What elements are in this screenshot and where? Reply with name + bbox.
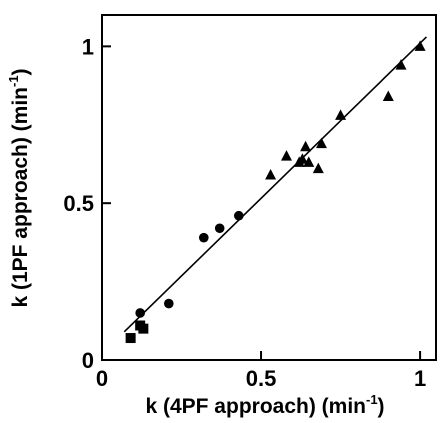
circle-marker-3 xyxy=(214,223,225,234)
y-axis-title-exponent: -1 xyxy=(6,75,21,87)
triangle-marker-6 xyxy=(312,162,324,174)
circle-marker-2 xyxy=(198,232,209,243)
x-axis-title-main: k (4PF approach) (min xyxy=(145,395,366,418)
y-tick-label-2: 1 xyxy=(82,34,94,59)
y-tick-label-0: 0 xyxy=(82,348,94,373)
triangle-marker-4 xyxy=(300,140,312,152)
triangle-marker-11 xyxy=(414,40,426,51)
fit-line xyxy=(123,36,428,333)
y-axis-title-main: k (1PF approach) (min xyxy=(9,87,32,308)
triangle-marker-3 xyxy=(296,153,308,164)
square-marker-2 xyxy=(138,323,149,334)
triangle-marker-5 xyxy=(303,156,315,167)
x-tick-label-0: 0 xyxy=(96,366,108,391)
tick-layer: 0 0.5 1 0 0.5 1 xyxy=(63,34,426,391)
x-tick-label-1: 0.5 xyxy=(246,366,277,391)
triangle-marker-1 xyxy=(280,150,292,161)
triangle-marker-10 xyxy=(395,59,407,70)
y-axis-title: k (1PF approach) (min-1) xyxy=(6,68,32,307)
y-axis-title-close: ) xyxy=(9,68,32,75)
x-axis-title-exponent: -1 xyxy=(366,392,378,407)
x-axis-title-close: ) xyxy=(378,395,385,418)
plot-frame xyxy=(101,14,437,361)
circle-marker-1 xyxy=(164,298,174,309)
triangle-marker-9 xyxy=(382,90,394,102)
marker-layer xyxy=(125,40,426,344)
y-tick-label-1: 0.5 xyxy=(63,191,94,216)
triangle-marker-8 xyxy=(335,109,347,120)
triangle-marker-0 xyxy=(265,168,277,180)
fit-line-layer xyxy=(123,36,428,333)
x-tick-label-2: 1 xyxy=(414,366,426,391)
triangle-marker-7 xyxy=(315,137,327,149)
circle-marker-4 xyxy=(233,210,244,221)
circle-marker-0 xyxy=(135,308,145,318)
x-axis-title: k (4PF approach) (min-1) xyxy=(145,392,384,418)
square-marker-0 xyxy=(125,333,136,344)
